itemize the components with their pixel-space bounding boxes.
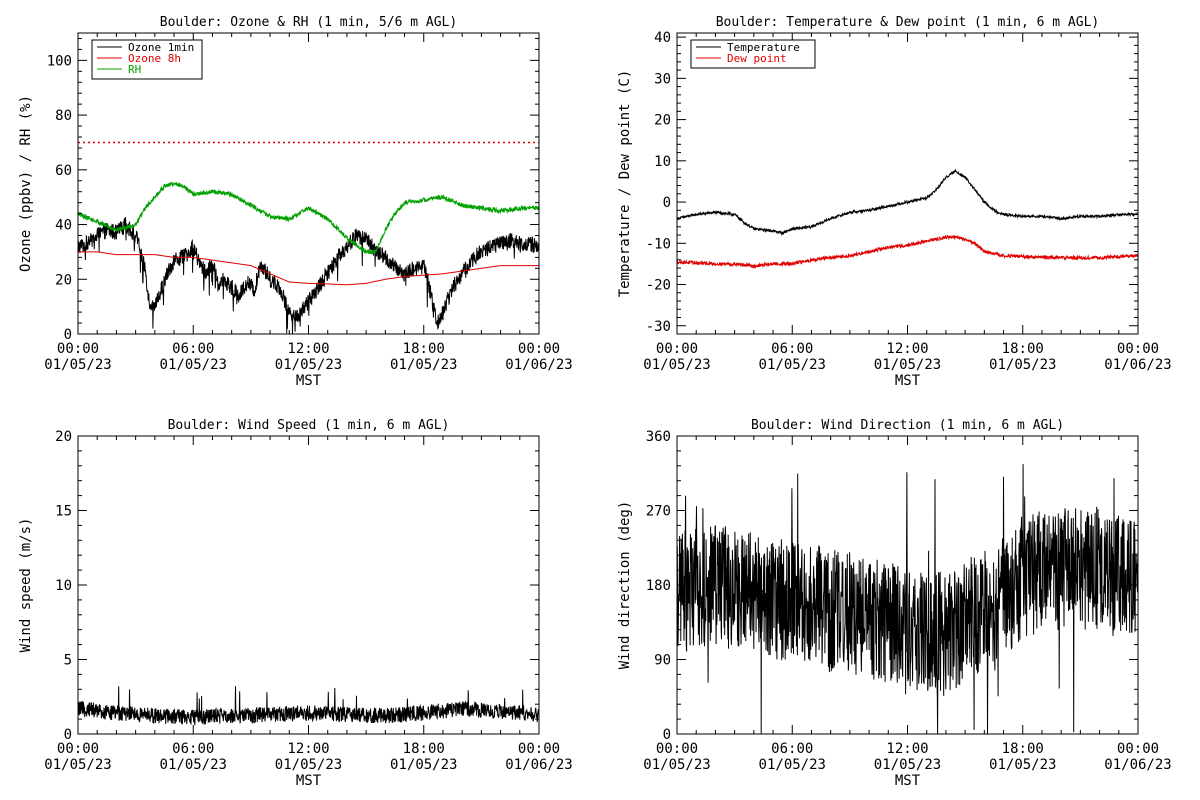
x-tick-time-label: 00:00 xyxy=(1117,741,1159,757)
y-tick-label: 40 xyxy=(55,218,72,234)
x-tick-date-label: 01/05/23 xyxy=(44,757,111,773)
series-line-dew-point xyxy=(677,234,1138,269)
plot-frame xyxy=(676,32,1139,335)
x-tick-time-label: 00:00 xyxy=(518,341,560,357)
x-tick-date-label: 01/05/23 xyxy=(275,757,342,773)
x-tick-time-label: 06:00 xyxy=(172,741,214,757)
y-tick-label: -10 xyxy=(646,236,671,252)
y-tick-label: 40 xyxy=(654,30,671,46)
y-tick-label: 360 xyxy=(646,429,671,445)
y-tick-label: -20 xyxy=(646,278,671,294)
x-tick-time-label: 00:00 xyxy=(57,741,99,757)
chart-panel-ozone-rh: Boulder: Ozone & RH (1 min, 5/6 m AGL) 0 2… xyxy=(18,15,573,389)
legend-label: Ozone 8h xyxy=(128,52,181,65)
chart-title: Boulder: Wind Direction (1 min, 6 m AGL) xyxy=(751,418,1064,433)
y-tick-label: 180 xyxy=(646,578,671,594)
y-tick-label: 20 xyxy=(55,272,72,288)
legend-label: RH xyxy=(128,63,141,76)
x-tick-time-label: 06:00 xyxy=(172,341,214,357)
x-tick-time-label: 18:00 xyxy=(1002,741,1044,757)
legend-label: Ozone 1min xyxy=(128,41,194,54)
x-axis-label: MST xyxy=(296,773,322,789)
x-tick-date-label: 01/05/23 xyxy=(160,757,227,773)
y-tick-label: 10 xyxy=(55,578,72,594)
x-tick-time-label: 00:00 xyxy=(656,341,698,357)
series-line-ozone-1min xyxy=(78,217,539,334)
chart-title: Boulder: Ozone & RH (1 min, 5/6 m AGL) xyxy=(160,15,457,30)
x-tick-date-label: 01/05/23 xyxy=(275,357,342,373)
y-tick-label: 80 xyxy=(55,108,72,124)
chart-panel-wind-direction: Boulder: Wind Direction (1 min, 6 m AGL)… xyxy=(617,418,1172,789)
x-tick-time-label: 18:00 xyxy=(403,741,445,757)
chart-title: Boulder: Temperature & Dew point (1 min,… xyxy=(716,15,1100,30)
series-line-ozone-8h xyxy=(78,251,539,286)
y-tick-label: 270 xyxy=(646,504,671,520)
y-tick-label: 5 xyxy=(64,653,72,669)
series-line-temperature xyxy=(677,168,1138,236)
x-tick-time-label: 00:00 xyxy=(518,741,560,757)
x-tick-time-label: 06:00 xyxy=(771,341,813,357)
y-tick-label: -30 xyxy=(646,319,671,335)
x-axis-label: MST xyxy=(895,773,921,789)
x-tick-time-label: 18:00 xyxy=(403,341,445,357)
x-tick-time-label: 12:00 xyxy=(886,741,928,757)
y-tick-label: 0 xyxy=(663,727,671,743)
x-tick-date-label: 01/05/23 xyxy=(643,357,710,373)
x-tick-time-label: 00:00 xyxy=(57,341,99,357)
x-tick-date-label: 01/05/23 xyxy=(759,357,826,373)
x-tick-date-label: 01/05/23 xyxy=(874,357,941,373)
y-tick-label: 0 xyxy=(663,195,671,211)
x-tick-time-label: 12:00 xyxy=(287,341,329,357)
x-tick-date-label: 01/05/23 xyxy=(390,757,457,773)
y-tick-label: 30 xyxy=(654,71,671,87)
x-tick-time-label: 00:00 xyxy=(656,741,698,757)
plot-frame xyxy=(77,435,540,735)
y-tick-label: 15 xyxy=(55,504,72,520)
x-tick-date-label: 01/06/23 xyxy=(505,357,572,373)
x-tick-date-label: 01/05/23 xyxy=(390,357,457,373)
y-axis-label: Wind direction (deg) xyxy=(617,501,633,670)
x-tick-date-label: 01/06/23 xyxy=(505,757,572,773)
y-tick-label: 20 xyxy=(55,429,72,445)
x-tick-time-label: 18:00 xyxy=(1002,341,1044,357)
y-tick-label: 90 xyxy=(654,653,671,669)
x-axis-label: MST xyxy=(296,373,322,389)
y-tick-label: 10 xyxy=(654,154,671,170)
y-tick-label: 0 xyxy=(64,327,72,343)
x-tick-date-label: 01/05/23 xyxy=(160,357,227,373)
x-tick-date-label: 01/05/23 xyxy=(874,757,941,773)
x-tick-time-label: 12:00 xyxy=(886,341,928,357)
x-tick-time-label: 00:00 xyxy=(1117,341,1159,357)
y-tick-label: 0 xyxy=(64,727,72,743)
x-axis-label: MST xyxy=(895,373,921,389)
x-tick-date-label: 01/05/23 xyxy=(759,757,826,773)
legend-box xyxy=(690,39,816,69)
x-tick-date-label: 01/05/23 xyxy=(44,357,111,373)
y-tick-label: 20 xyxy=(654,113,671,129)
y-axis-label: Ozone (ppbv) / RH (%) xyxy=(18,95,34,272)
chart-panel-wind-speed: Boulder: Wind Speed (1 min, 6 m AGL) 0 5 10… xyxy=(18,418,573,789)
legend-label: Temperature xyxy=(727,41,800,54)
y-tick-label: 60 xyxy=(55,163,72,179)
x-tick-date-label: 01/06/23 xyxy=(1104,357,1171,373)
x-tick-date-label: 01/05/23 xyxy=(989,757,1056,773)
chart-title: Boulder: Wind Speed (1 min, 6 m AGL) xyxy=(168,418,450,433)
x-tick-date-label: 01/05/23 xyxy=(989,357,1056,373)
series-line-rh xyxy=(78,181,539,255)
series-line-data xyxy=(677,464,1138,734)
chart-panel-temperature: Boulder: Temperature & Dew point (1 min,… xyxy=(617,15,1172,389)
legend-label: Dew point xyxy=(727,52,787,65)
y-tick-label: 100 xyxy=(47,53,72,69)
x-tick-time-label: 06:00 xyxy=(771,741,813,757)
x-tick-time-label: 12:00 xyxy=(287,741,329,757)
series-line-data xyxy=(78,686,539,726)
y-axis-label: Wind speed (m/s) xyxy=(18,518,34,653)
x-tick-date-label: 01/05/23 xyxy=(643,757,710,773)
x-tick-date-label: 01/06/23 xyxy=(1104,757,1171,773)
y-axis-label: Temperature / Dew point (C) xyxy=(617,70,633,298)
